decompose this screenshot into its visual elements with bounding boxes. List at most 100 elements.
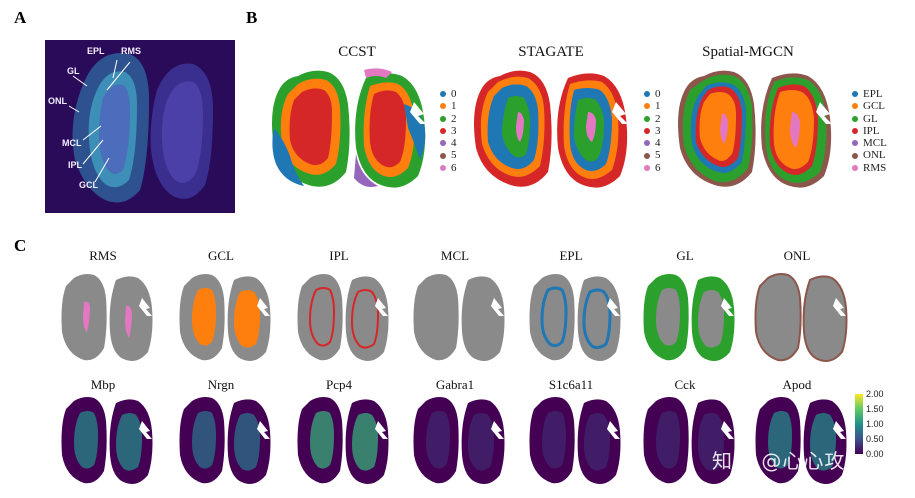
gene-thumbnail <box>755 397 847 484</box>
legend-label: 0 <box>655 88 661 100</box>
legend-label: 5 <box>655 149 661 162</box>
legend-swatch <box>644 91 650 98</box>
layer-title-epl: EPL <box>559 248 583 263</box>
legend-label: 6 <box>655 161 661 174</box>
legend-label: EPL <box>863 88 883 100</box>
gene-thumbnail <box>529 397 621 484</box>
atlas-label-gl: GL <box>67 66 80 76</box>
legend-label: RMS <box>863 161 887 174</box>
legend-swatch <box>440 103 446 110</box>
legend-label: 1 <box>655 100 661 113</box>
legend-label: MCL <box>863 137 887 150</box>
legend-swatch <box>440 91 446 98</box>
legend-swatch <box>440 152 446 159</box>
legend-item: 0 <box>440 88 457 100</box>
legend-swatch <box>440 164 446 171</box>
legend-label: GL <box>863 112 878 125</box>
legend-label: 3 <box>451 124 457 137</box>
legend-item: MCL <box>852 137 887 149</box>
colorbar-tick: 1.00 <box>866 419 884 429</box>
colorbar-tick: 0.00 <box>866 449 884 459</box>
gene-title-gabra1: Gabra1 <box>435 377 475 392</box>
legend-swatch <box>852 115 858 122</box>
legend-item: 1 <box>644 100 661 112</box>
layer-highlight-row <box>61 273 848 362</box>
legend-item: 6 <box>440 162 457 174</box>
legend-swatch <box>644 103 650 110</box>
panel-letter-a: A <box>14 8 27 27</box>
legend-swatch <box>440 140 446 147</box>
legend-swatch <box>852 140 858 147</box>
method-title-stagate: STAGATE <box>518 44 584 60</box>
layer-title-ipl: IPL <box>329 248 349 263</box>
atlas-label-epl: EPL <box>87 46 105 56</box>
legend-swatch <box>440 128 446 135</box>
legend-label: 1 <box>451 100 457 113</box>
layer-thumbnail <box>529 274 621 361</box>
gene-title-cck: Cck <box>674 377 696 392</box>
gene-thumbnail <box>179 397 271 484</box>
expression-colorbar <box>855 394 863 454</box>
stagate-legend: 0 1 2 3 4 5 6 <box>644 88 661 174</box>
gene-thumbnail <box>297 397 389 484</box>
gene-thumbnail <box>643 397 735 484</box>
colorbar-tick: 0.50 <box>866 434 884 444</box>
atlas-label-rms: RMS <box>121 46 141 56</box>
legend-item: 2 <box>644 113 661 125</box>
atlas-tissue-drawing <box>68 53 213 203</box>
legend-swatch <box>644 152 650 159</box>
layer-title-rms: RMS <box>89 248 117 263</box>
legend-item: 5 <box>440 149 457 161</box>
layer-title-gcl: GCL <box>208 248 234 263</box>
stagate-cluster-plot <box>474 70 628 188</box>
layer-thumbnail <box>297 274 389 361</box>
legend-item: 3 <box>440 125 457 137</box>
legend-swatch <box>644 140 650 147</box>
layer-thumbnail <box>179 274 271 361</box>
panel-letter-c: C <box>14 236 27 255</box>
legend-label: 2 <box>451 112 457 125</box>
watermark: 知乎 @心心攻 <box>712 449 846 473</box>
layer-title-mcl: MCL <box>440 248 470 263</box>
layer-title-onl: ONL <box>783 248 811 263</box>
legend-label: 3 <box>655 124 661 137</box>
legend-item: 5 <box>644 149 661 161</box>
atlas-label-ipl: IPL <box>68 160 83 170</box>
layer-thumbnail <box>413 274 505 361</box>
legend-label: ONL <box>863 149 886 162</box>
legend-swatch <box>852 103 858 110</box>
legend-item: 4 <box>644 137 661 149</box>
legend-swatch <box>644 164 650 171</box>
atlas-image: EPL RMS GL ONL MCL IPL GCL <box>45 40 235 213</box>
legend-label: 0 <box>451 88 457 100</box>
legend-item: GCL <box>852 100 887 112</box>
atlas-label-gcl: GCL <box>79 180 98 190</box>
gene-expression-row <box>61 397 847 484</box>
ccst-cluster-plot <box>272 68 426 188</box>
legend-swatch <box>440 115 446 122</box>
gene-title-pcp4: Pcp4 <box>326 377 352 392</box>
legend-label: 4 <box>655 137 661 150</box>
atlas-label-onl: ONL <box>48 96 67 106</box>
legend-swatch <box>852 152 858 159</box>
spatial-mgcn-legend: EPL GCL GL IPL MCL ONL RMS <box>852 88 887 174</box>
colorbar-tick: 1.50 <box>866 404 884 414</box>
layer-thumbnail <box>61 274 153 361</box>
ccst-legend: 0 1 2 3 4 5 6 <box>440 88 457 174</box>
legend-label: 4 <box>451 137 457 150</box>
panel-letter-b: B <box>246 8 258 27</box>
method-title-spatial-mgcn: Spatial-MGCN <box>702 44 794 60</box>
legend-label: GCL <box>863 100 885 113</box>
gene-title-nrgn: Nrgn <box>207 377 235 392</box>
legend-item: RMS <box>852 162 887 174</box>
legend-item: 2 <box>440 113 457 125</box>
legend-item: 0 <box>644 88 661 100</box>
gene-thumbnail <box>413 397 505 484</box>
colorbar-tick: 2.00 <box>866 389 884 399</box>
layer-title-gl: GL <box>676 248 694 263</box>
legend-item: ONL <box>852 149 887 161</box>
legend-item: IPL <box>852 125 887 137</box>
legend-label: IPL <box>863 124 880 137</box>
legend-swatch <box>644 128 650 135</box>
legend-swatch <box>852 91 858 98</box>
